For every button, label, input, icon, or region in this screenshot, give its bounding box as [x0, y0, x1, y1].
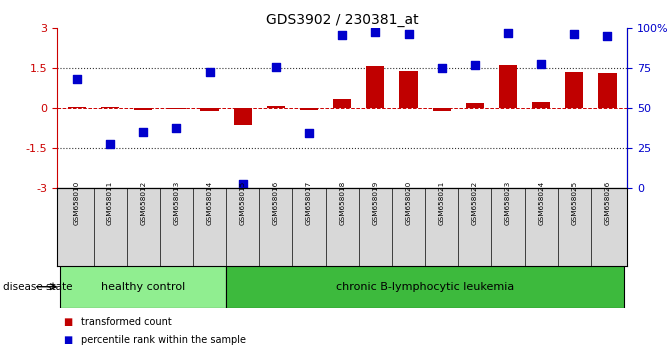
Text: healthy control: healthy control — [101, 282, 185, 292]
Bar — [134, 108, 152, 110]
Bar — [499, 65, 517, 108]
Bar — [68, 107, 86, 108]
Text: GSM658025: GSM658025 — [571, 181, 577, 225]
Point — [337, 32, 348, 38]
Point — [105, 141, 115, 147]
Point — [171, 125, 182, 131]
Bar — [532, 102, 550, 108]
Point — [238, 181, 248, 187]
Bar — [267, 106, 285, 108]
Point — [270, 64, 281, 70]
Text: GSM658012: GSM658012 — [140, 181, 146, 225]
Text: GSM658019: GSM658019 — [372, 181, 378, 225]
Text: GSM658017: GSM658017 — [306, 181, 312, 225]
Point — [536, 61, 547, 67]
Point — [602, 33, 613, 39]
Point — [204, 69, 215, 75]
Bar — [201, 108, 219, 111]
Point — [370, 29, 380, 35]
Point — [138, 129, 148, 135]
Text: GSM658023: GSM658023 — [505, 181, 511, 225]
Text: GSM658014: GSM658014 — [207, 181, 213, 225]
Bar — [60, 266, 226, 308]
Bar — [167, 108, 185, 109]
Bar — [399, 72, 417, 108]
Bar — [366, 66, 384, 108]
Text: GSM658013: GSM658013 — [173, 181, 179, 225]
Text: chronic B-lymphocytic leukemia: chronic B-lymphocytic leukemia — [336, 282, 514, 292]
Text: GSM658026: GSM658026 — [605, 181, 611, 225]
Text: GSM658020: GSM658020 — [405, 181, 411, 225]
Title: GDS3902 / 230381_at: GDS3902 / 230381_at — [266, 13, 419, 27]
Bar — [433, 108, 451, 111]
Point — [403, 32, 414, 37]
Text: ■: ■ — [64, 317, 76, 327]
Text: disease state: disease state — [3, 282, 73, 292]
Bar — [300, 108, 318, 110]
Point — [304, 130, 315, 136]
Bar — [466, 103, 484, 108]
Bar — [565, 72, 584, 108]
Text: GSM658024: GSM658024 — [538, 181, 544, 225]
Text: GSM658011: GSM658011 — [107, 181, 113, 225]
Bar — [226, 266, 624, 308]
Bar — [333, 99, 352, 108]
Text: percentile rank within the sample: percentile rank within the sample — [81, 335, 246, 345]
Text: GSM658010: GSM658010 — [74, 181, 80, 225]
Bar — [234, 108, 252, 125]
Text: GSM658018: GSM658018 — [340, 181, 345, 225]
Point — [569, 32, 580, 37]
Text: GSM658022: GSM658022 — [472, 181, 478, 225]
Text: GSM658015: GSM658015 — [240, 181, 246, 225]
Bar — [599, 74, 617, 108]
Point — [503, 30, 513, 36]
Text: GSM658016: GSM658016 — [273, 181, 279, 225]
Text: transformed count: transformed count — [81, 317, 171, 327]
Point — [470, 63, 480, 68]
Text: GSM658021: GSM658021 — [439, 181, 445, 225]
Point — [72, 76, 83, 82]
Text: ■: ■ — [64, 335, 76, 345]
Point — [436, 65, 447, 71]
